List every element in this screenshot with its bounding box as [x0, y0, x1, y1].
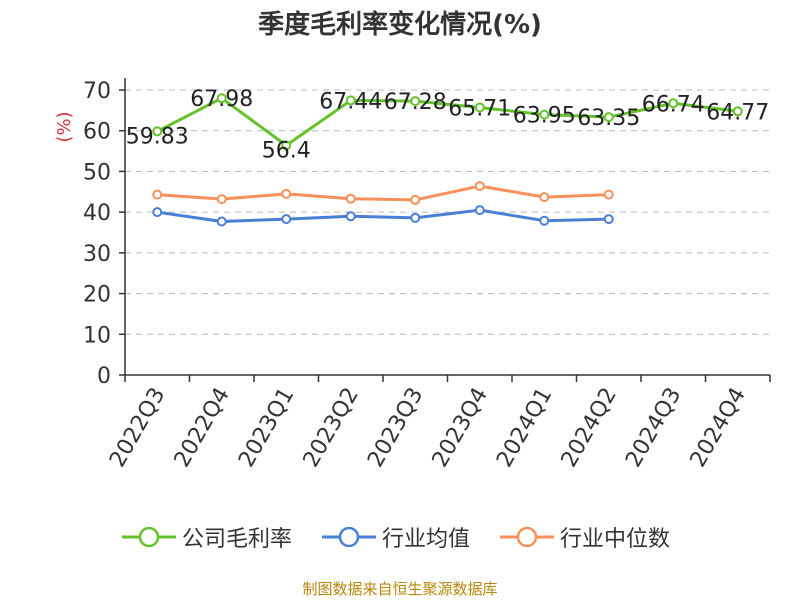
x-tick-label-2022Q3: 2022Q3: [105, 384, 170, 472]
legend-item-industry-avg[interactable]: 行业均值: [322, 520, 470, 554]
source-note: 制图数据来自恒生聚源数据库: [302, 580, 498, 598]
x-tick-label-2023Q1: 2023Q1: [234, 384, 299, 472]
point-industry_avg-2022Q3: [152, 207, 163, 218]
data-label-2023Q1: 56.4: [262, 138, 311, 163]
legend-line-company-icon: [122, 527, 176, 547]
legend-label-company: 公司毛利率: [182, 527, 293, 552]
legend-item-industry-median[interactable]: 行业中位数: [500, 520, 670, 554]
data-label-2022Q4: 67.98: [190, 87, 253, 112]
x-tick-label-2023Q3: 2023Q3: [363, 384, 428, 472]
y-tick-label-60: 60: [83, 120, 111, 145]
legend-line-industry-avg-icon: [322, 527, 376, 547]
point-company-2023Q4: [474, 102, 485, 113]
legend-label-industry-avg: 行业均值: [382, 527, 471, 552]
series-layer: [152, 93, 743, 227]
data-label-2023Q3: 67.28: [384, 90, 447, 115]
chart-title: 季度毛利率变化情况(%): [258, 10, 542, 40]
point-industry_avg-2024Q2: [603, 214, 614, 225]
y-axis-label: (%): [54, 111, 75, 142]
data-label-2024Q4: 64.77: [706, 100, 769, 125]
legend-label-industry-median: 行业中位数: [560, 527, 671, 552]
data-label-2023Q4: 65.71: [448, 96, 511, 121]
data-label-2024Q1: 63.95: [513, 104, 576, 129]
y-tick-label-20: 20: [83, 283, 111, 308]
y-tick-label-70: 70: [83, 79, 111, 104]
y-tick-label-40: 40: [83, 201, 111, 226]
data-label-2024Q3: 66.74: [642, 92, 705, 117]
point-company-2024Q3: [668, 98, 679, 109]
point-company-2024Q4: [732, 106, 743, 117]
point-industry_avg-2024Q1: [539, 215, 550, 226]
point-industry_avg-2022Q4: [216, 216, 227, 227]
point-company-2024Q1: [539, 109, 550, 120]
point-company-2023Q3: [410, 96, 421, 107]
point-industry_avg-2023Q2: [345, 211, 356, 222]
series-line-industry_avg: [157, 208, 609, 224]
legend-item-company[interactable]: 公司毛利率: [122, 520, 292, 554]
x-tick-label-2024Q2: 2024Q2: [557, 384, 622, 472]
data-label-2023Q2: 67.44: [319, 89, 382, 114]
data-label-2024Q2: 63.35: [577, 106, 640, 131]
point-industry_median-2024Q2: [603, 189, 614, 200]
point-industry_avg-2023Q1: [281, 214, 292, 225]
point-company-2023Q2: [345, 95, 356, 106]
point-industry_median-2022Q4: [216, 194, 227, 205]
x-tick-label-2023Q4: 2023Q4: [428, 384, 493, 472]
grid-layer: [125, 89, 770, 335]
point-company-2024Q2: [603, 112, 614, 123]
x-tick-label-2024Q1: 2024Q1: [492, 384, 557, 472]
x-tick-label-2024Q3: 2024Q3: [621, 384, 686, 472]
point-industry_median-2022Q3: [152, 189, 163, 200]
point-industry_avg-2023Q4: [474, 205, 485, 216]
y-tick-label-10: 10: [83, 323, 111, 348]
legend-line-industry-median-icon: [500, 527, 554, 547]
x-tick-label-2022Q4: 2022Q4: [170, 384, 235, 472]
x-tick-label-2024Q4: 2024Q4: [686, 384, 751, 472]
data-label-2022Q3: 59.83: [126, 124, 189, 149]
point-industry_median-2023Q4: [474, 181, 485, 192]
point-industry_median-2023Q3: [410, 194, 421, 205]
x-tick-label-2023Q2: 2023Q2: [299, 384, 364, 472]
legend: 公司毛利率 行业均值 行业中位数: [0, 520, 800, 554]
point-company-2022Q3: [152, 126, 163, 137]
series-line-industry_median: [157, 184, 609, 202]
y-tick-label-30: 30: [83, 242, 111, 267]
series-line-company: [156, 96, 738, 147]
point-industry_median-2024Q1: [539, 192, 550, 203]
point-industry_median-2023Q1: [281, 188, 292, 199]
y-tick-label-0: 0: [97, 364, 111, 389]
point-industry_avg-2023Q3: [410, 212, 421, 223]
point-industry_median-2023Q2: [345, 193, 356, 204]
point-company-2022Q4: [216, 93, 227, 104]
y-tick-label-50: 50: [83, 160, 111, 185]
point-company-2023Q1: [281, 140, 292, 151]
